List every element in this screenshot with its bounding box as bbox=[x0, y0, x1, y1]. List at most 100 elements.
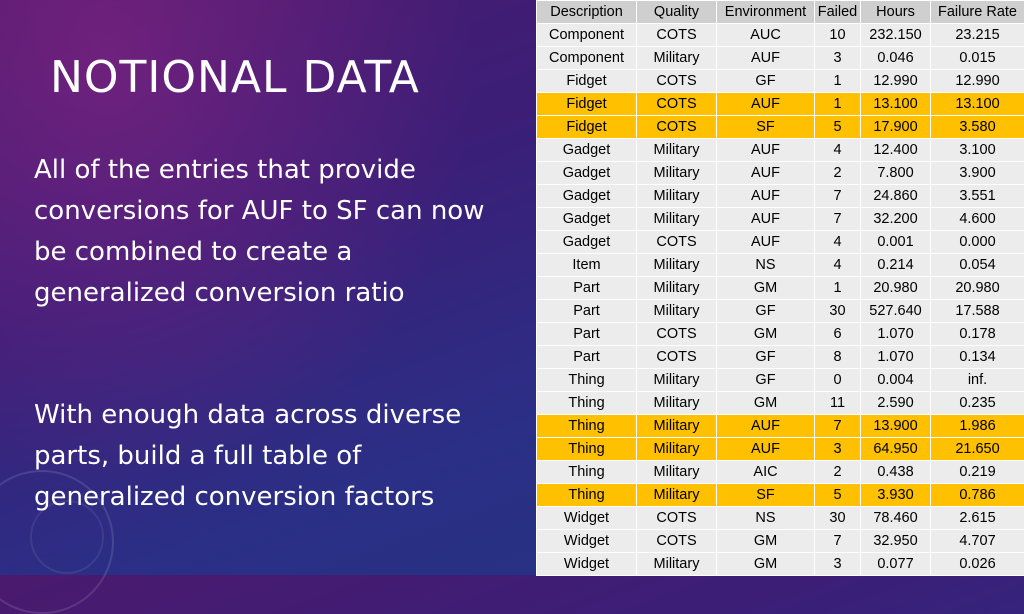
cell-failed: 4 bbox=[815, 139, 861, 162]
table-header-row: Description Quality Environment Failed H… bbox=[537, 1, 1024, 24]
cell-failed: 1 bbox=[815, 70, 861, 93]
cell-environment: AUF bbox=[717, 139, 815, 162]
cell-description: Gadget bbox=[537, 208, 637, 231]
cell-environment: SF bbox=[717, 484, 815, 507]
cell-failed: 3 bbox=[815, 553, 861, 576]
cell-hours: 78.460 bbox=[861, 507, 931, 530]
cell-failure-rate: 0.219 bbox=[931, 461, 1024, 484]
cell-failure-rate: 23.215 bbox=[931, 24, 1024, 47]
cell-failure-rate: 3.900 bbox=[931, 162, 1024, 185]
data-table-container: Description Quality Environment Failed H… bbox=[536, 0, 1024, 575]
cell-hours: 1.070 bbox=[861, 346, 931, 369]
cell-environment: AUC bbox=[717, 24, 815, 47]
column-header-failed: Failed bbox=[815, 1, 861, 24]
cell-failed: 8 bbox=[815, 346, 861, 369]
cell-failure-rate: 3.580 bbox=[931, 116, 1024, 139]
cell-hours: 64.950 bbox=[861, 438, 931, 461]
cell-failed: 5 bbox=[815, 484, 861, 507]
cell-failed: 10 bbox=[815, 24, 861, 47]
cell-description: Thing bbox=[537, 392, 637, 415]
column-header-quality: Quality bbox=[637, 1, 717, 24]
cell-environment: GF bbox=[717, 300, 815, 323]
cell-description: Part bbox=[537, 323, 637, 346]
cell-quality: COTS bbox=[637, 346, 717, 369]
cell-quality: Military bbox=[637, 277, 717, 300]
cell-hours: 2.590 bbox=[861, 392, 931, 415]
cell-environment: SF bbox=[717, 116, 815, 139]
cell-environment: GM bbox=[717, 323, 815, 346]
cell-hours: 32.200 bbox=[861, 208, 931, 231]
cell-failed: 7 bbox=[815, 185, 861, 208]
cell-failed: 7 bbox=[815, 208, 861, 231]
cell-description: Widget bbox=[537, 530, 637, 553]
cell-quality: Military bbox=[637, 415, 717, 438]
cell-failure-rate: 3.551 bbox=[931, 185, 1024, 208]
cell-failure-rate: 12.990 bbox=[931, 70, 1024, 93]
cell-failure-rate: 4.600 bbox=[931, 208, 1024, 231]
cell-environment: AUF bbox=[717, 162, 815, 185]
cell-hours: 0.438 bbox=[861, 461, 931, 484]
cell-failure-rate: 1.986 bbox=[931, 415, 1024, 438]
cell-quality: COTS bbox=[637, 116, 717, 139]
cell-description: Gadget bbox=[537, 139, 637, 162]
cell-quality: Military bbox=[637, 553, 717, 576]
cell-hours: 13.900 bbox=[861, 415, 931, 438]
cell-description: Widget bbox=[537, 507, 637, 530]
cell-hours: 0.046 bbox=[861, 47, 931, 70]
cell-quality: Military bbox=[637, 438, 717, 461]
cell-failed: 3 bbox=[815, 438, 861, 461]
cell-quality: COTS bbox=[637, 93, 717, 116]
cell-hours: 0.001 bbox=[861, 231, 931, 254]
cell-failed: 0 bbox=[815, 369, 861, 392]
cell-failure-rate: 0.026 bbox=[931, 553, 1024, 576]
cell-quality: Military bbox=[637, 300, 717, 323]
cell-failure-rate: 17.588 bbox=[931, 300, 1024, 323]
cell-quality: Military bbox=[637, 185, 717, 208]
cell-failed: 30 bbox=[815, 507, 861, 530]
cell-description: Thing bbox=[537, 369, 637, 392]
cell-failure-rate: 21.650 bbox=[931, 438, 1024, 461]
cell-failure-rate: 0.015 bbox=[931, 47, 1024, 70]
cell-quality: Military bbox=[637, 162, 717, 185]
cell-quality: Military bbox=[637, 392, 717, 415]
cell-hours: 17.900 bbox=[861, 116, 931, 139]
cell-description: Component bbox=[537, 24, 637, 47]
cell-hours: 0.004 bbox=[861, 369, 931, 392]
cell-failed: 5 bbox=[815, 116, 861, 139]
cell-description: Thing bbox=[537, 438, 637, 461]
cell-hours: 20.980 bbox=[861, 277, 931, 300]
cell-failure-rate: 0.178 bbox=[931, 323, 1024, 346]
cell-hours: 0.077 bbox=[861, 553, 931, 576]
cell-environment: AUF bbox=[717, 231, 815, 254]
cell-environment: AUF bbox=[717, 415, 815, 438]
cell-quality: COTS bbox=[637, 70, 717, 93]
cell-failure-rate: 0.134 bbox=[931, 346, 1024, 369]
cell-quality: COTS bbox=[637, 24, 717, 47]
cell-description: Component bbox=[537, 47, 637, 70]
cell-hours: 24.860 bbox=[861, 185, 931, 208]
cell-quality: COTS bbox=[637, 323, 717, 346]
cell-description: Fidget bbox=[537, 116, 637, 139]
cell-failed: 6 bbox=[815, 323, 861, 346]
cell-hours: 527.640 bbox=[861, 300, 931, 323]
cell-quality: COTS bbox=[637, 231, 717, 254]
cell-description: Thing bbox=[537, 484, 637, 507]
cell-environment: GM bbox=[717, 392, 815, 415]
cell-hours: 13.100 bbox=[861, 93, 931, 116]
